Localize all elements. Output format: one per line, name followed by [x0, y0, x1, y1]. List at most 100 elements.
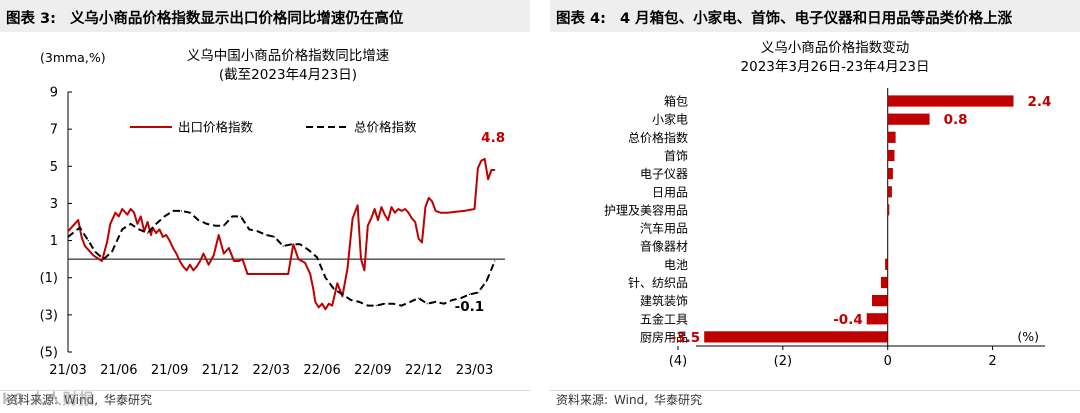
export-price-point: [397, 208, 399, 210]
category-label: 电池: [664, 258, 688, 272]
export-price-point: [175, 253, 177, 255]
total-price-point: [103, 258, 105, 260]
export-price-point: [414, 221, 416, 223]
y-tick-label: 9: [50, 86, 58, 101]
export-price-point: [314, 301, 316, 303]
bar-data-label: -0.4: [833, 312, 863, 328]
total-price-point: [138, 228, 140, 230]
x-tick-label: (2): [774, 354, 792, 369]
total-price-point: [418, 297, 420, 299]
x-tick-label: 2: [988, 354, 996, 369]
total-price-point: [401, 305, 403, 307]
category-label: 日用品: [652, 185, 688, 199]
watermark-logo: k0 人人财报: [2, 390, 95, 408]
x-tick-label: 23/03: [456, 363, 493, 378]
export-price-point: [346, 267, 349, 269]
export-price-point: [77, 219, 79, 221]
bar: [880, 276, 888, 289]
export-price-point: [267, 273, 269, 275]
y-tick-label: (1): [40, 271, 58, 286]
x-tick-label: 21/03: [49, 363, 86, 378]
left-figure: 图表 3: 义乌小商品价格指数显示出口价格同比增速仍在高位 义乌中国小商品价格指数…: [0, 0, 530, 413]
export-price-point: [336, 282, 338, 284]
category-label: 首饰: [664, 149, 688, 163]
total-price-point: [494, 260, 496, 262]
export-price-point: [480, 160, 482, 162]
export-price-point: [84, 245, 86, 247]
total-price-point: [147, 232, 149, 234]
total-price-point: [367, 305, 369, 307]
left-figure-title: 义乌小商品价格指数显示出口价格同比增速仍在高位: [69, 11, 404, 27]
export-price-point: [121, 208, 123, 210]
y-tick-label: 1: [50, 234, 58, 249]
export-price-point: [446, 212, 448, 214]
export-price-point: [407, 212, 410, 214]
export-price-point: [292, 243, 294, 245]
export-price-point: [169, 240, 171, 242]
export-price-point: [241, 258, 244, 260]
total-price-point: [299, 243, 301, 245]
bar: [887, 204, 890, 216]
export-price-point: [233, 260, 235, 262]
export-price-point: [328, 303, 330, 305]
y-axis-label: (3mma,%): [40, 50, 106, 65]
total-price-point: [477, 292, 479, 294]
total-price-point: [443, 303, 445, 305]
total-price-point: [282, 245, 284, 247]
export-price-point: [158, 228, 161, 230]
x-tick-label: 22/12: [405, 363, 442, 378]
export-price-point: [313, 290, 315, 292]
export-price-point: [182, 266, 184, 268]
export-price-point: [390, 206, 393, 208]
y-tick-label: 7: [50, 123, 58, 138]
x-tick-label: 0: [884, 354, 892, 369]
export-price-point: [363, 269, 365, 271]
export-price-point: [394, 212, 396, 214]
y-tick-label: 3: [50, 197, 58, 212]
category-label: 箱包: [664, 94, 688, 109]
export-price-point: [357, 204, 359, 206]
export-price-point: [92, 254, 94, 256]
x-tick-label: 21/06: [100, 363, 137, 378]
category-label: 针、纺织品: [628, 275, 688, 290]
left-source: 资料来源: Wind, 华泰研究: [6, 391, 158, 408]
export-price-point: [192, 269, 194, 271]
export-price-point: [424, 206, 426, 208]
export-price-point: [277, 273, 279, 275]
left-source-text: Wind,: [64, 393, 99, 407]
export-price-point: [401, 210, 403, 212]
total-price-point: [375, 305, 377, 307]
total-price-point: [67, 236, 69, 238]
total-price-point: [274, 236, 276, 238]
bar: [887, 95, 1014, 107]
export-price-point: [101, 260, 103, 262]
total-price-point: [206, 223, 208, 225]
bar: [866, 313, 888, 325]
total-price-point: [324, 277, 327, 279]
export-price-point: [431, 201, 433, 203]
export-price-point: [374, 208, 376, 210]
export-price-point: [487, 178, 489, 180]
right-figure-label: 图表 4:: [556, 11, 606, 27]
category-label: 厨房用品: [640, 329, 688, 344]
category-label: 总价格指数: [628, 130, 688, 145]
export-price-point: [418, 238, 420, 240]
export-price-point: [150, 234, 152, 236]
export-price-point: [118, 215, 120, 217]
total-price-point: [426, 303, 428, 305]
export-price-point: [199, 260, 201, 262]
category-label: 小家电: [652, 112, 688, 127]
export-price-point: [228, 247, 230, 249]
right-bottom-rule: [550, 390, 1080, 391]
export-price-point: [377, 219, 379, 221]
export-price-point: [321, 303, 323, 305]
right-source-text: Wind,: [614, 393, 649, 407]
x-tick-label: 22/03: [253, 363, 290, 378]
export-price-point: [309, 273, 311, 275]
category-label: 护理及美容用品: [604, 202, 688, 217]
total-price-point: [350, 299, 352, 301]
total-price-point: [240, 215, 242, 217]
export-price-point: [106, 241, 108, 243]
total-price-point: [214, 225, 216, 227]
